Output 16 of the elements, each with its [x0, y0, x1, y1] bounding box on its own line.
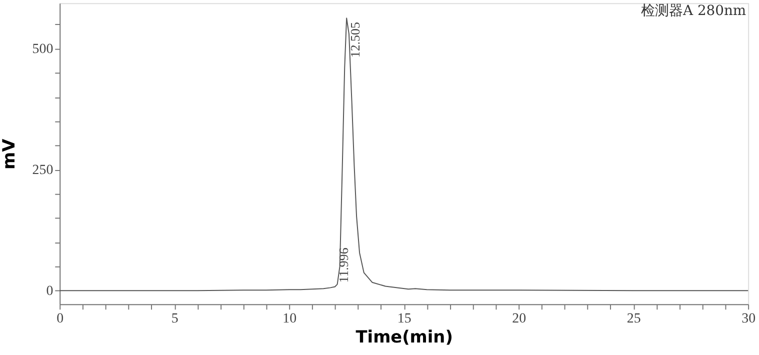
y-axis-title: mV — [0, 138, 18, 170]
x-tick-label: 10 — [282, 312, 297, 327]
x-tick-label: 15 — [397, 312, 412, 327]
x-tick-label: 30 — [742, 312, 756, 327]
x-tick-label: 20 — [512, 312, 526, 327]
annotation: 12.505 — [347, 22, 362, 58]
y-tick-label: 0 — [46, 284, 54, 300]
x-tick-label: 5 — [171, 312, 178, 327]
x-tick-label: 25 — [626, 312, 641, 327]
y-tick-label: 500 — [32, 42, 54, 58]
annotation: 11.996 — [336, 247, 351, 283]
x-axis-title: Time(min) — [356, 326, 453, 346]
annotation: 检测器A 280nm — [641, 3, 746, 20]
y-tick-label: 250 — [32, 163, 54, 178]
x-tick-label: 0 — [56, 312, 64, 327]
line-series — [59, 18, 749, 292]
